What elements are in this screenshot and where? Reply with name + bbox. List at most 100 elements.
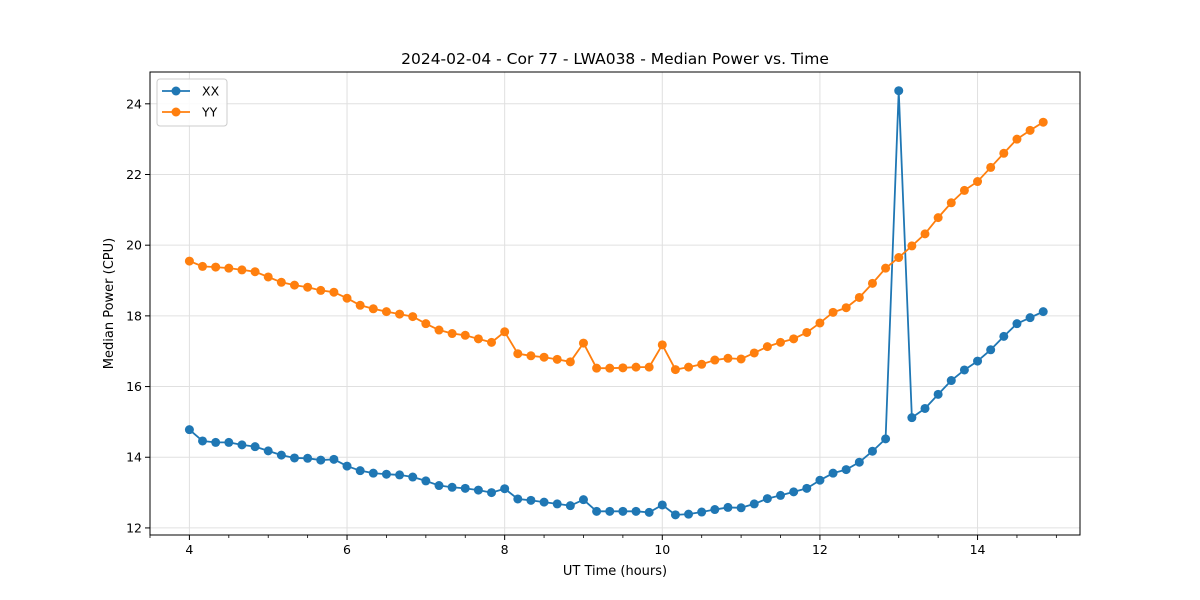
data-point-xx — [460, 483, 470, 493]
legend-marker — [171, 107, 181, 117]
data-point-xx — [736, 503, 746, 513]
data-point-yy — [368, 304, 378, 314]
y-tick-label: 22 — [126, 167, 142, 182]
data-point-xx — [802, 483, 812, 493]
data-point-yy — [487, 337, 497, 347]
data-point-yy — [841, 303, 851, 313]
x-tick-label: 10 — [654, 542, 670, 557]
series-layer — [184, 86, 1048, 520]
data-point-xx — [250, 442, 260, 452]
legend-label: YY — [201, 105, 218, 120]
data-point-xx — [592, 506, 602, 516]
x-axis-label: UT Time (hours) — [563, 564, 667, 579]
data-point-yy — [184, 256, 194, 266]
data-point-yy — [211, 262, 221, 272]
data-point-yy — [697, 359, 707, 369]
legend: XX YY — [156, 78, 228, 127]
data-point-xx — [986, 345, 996, 355]
data-point-xx — [316, 455, 326, 465]
data-point-xx — [237, 440, 247, 450]
data-point-yy — [723, 353, 733, 363]
data-point-xx — [329, 454, 339, 464]
data-point-yy — [710, 355, 720, 365]
data-point-xx — [815, 475, 825, 485]
data-point-xx — [421, 476, 431, 486]
y-tick-label: 18 — [126, 308, 142, 323]
data-point-yy — [986, 162, 996, 172]
data-point-xx — [867, 446, 877, 456]
data-point-xx — [355, 466, 365, 476]
data-point-xx — [946, 376, 956, 386]
data-point-yy — [749, 348, 759, 358]
legend-item-xx: XX — [162, 84, 220, 99]
data-point-xx — [1038, 307, 1048, 317]
y-axis: 12 14 16 18 20 22 24 — [126, 96, 150, 535]
data-point-xx — [565, 501, 575, 511]
data-point-yy — [1025, 125, 1035, 135]
data-point-xx — [657, 500, 667, 510]
data-point-xx — [710, 505, 720, 515]
data-point-xx — [473, 485, 483, 495]
plot-frame — [149, 71, 1081, 536]
data-point-yy — [316, 285, 326, 295]
data-point-yy — [342, 293, 352, 303]
data-point-yy — [854, 292, 864, 302]
legend-item-yy: YY — [162, 105, 218, 120]
data-point-yy — [657, 340, 667, 350]
data-point-xx — [894, 86, 904, 96]
data-point-yy — [381, 307, 391, 317]
data-point-yy — [894, 253, 904, 263]
data-point-xx — [828, 468, 838, 478]
x-tick-label: 4 — [185, 542, 193, 557]
data-point-yy — [605, 363, 615, 373]
data-point-yy — [736, 354, 746, 364]
data-point-xx — [500, 484, 510, 494]
data-point-yy — [526, 351, 536, 361]
data-point-xx — [1025, 313, 1035, 323]
data-point-yy — [408, 312, 418, 322]
data-point-yy — [276, 277, 286, 287]
data-point-xx — [618, 506, 628, 516]
data-point-xx — [211, 437, 221, 447]
data-point-xx — [408, 472, 418, 482]
data-point-xx — [920, 403, 930, 413]
x-tick-label: 8 — [501, 542, 509, 557]
legend-label: XX — [202, 84, 220, 99]
data-point-xx — [697, 507, 707, 517]
data-point-yy — [355, 300, 365, 310]
data-point-yy — [565, 357, 575, 367]
data-point-yy — [395, 309, 405, 319]
data-point-yy — [578, 338, 588, 348]
data-point-yy — [618, 363, 628, 373]
data-point-yy — [815, 318, 825, 328]
data-point-xx — [526, 495, 536, 505]
data-point-yy — [920, 229, 930, 239]
x-axis: 4 6 8 10 12 14 — [149, 535, 1057, 557]
y-tick-label: 20 — [126, 238, 142, 253]
data-point-xx — [368, 468, 378, 478]
data-point-xx — [907, 413, 917, 423]
data-point-yy — [881, 263, 891, 273]
chart-title: 2024-02-04 - Cor 77 - LWA038 - Median Po… — [401, 50, 829, 68]
data-point-xx — [434, 481, 444, 491]
data-point-yy — [959, 185, 969, 195]
data-point-yy — [224, 263, 234, 273]
y-tick-label: 14 — [126, 450, 142, 465]
data-point-yy — [303, 282, 313, 292]
y-tick-label: 12 — [126, 520, 142, 535]
data-point-xx — [881, 434, 891, 444]
data-point-xx — [487, 488, 497, 498]
data-point-yy — [933, 213, 943, 223]
data-point-yy — [434, 325, 444, 335]
data-point-xx — [539, 497, 549, 507]
data-point-yy — [946, 198, 956, 208]
data-point-xx — [723, 502, 733, 512]
x-tick-label: 12 — [812, 542, 828, 557]
data-point-yy — [500, 327, 510, 337]
data-point-yy — [776, 337, 786, 347]
data-point-xx — [224, 437, 234, 447]
data-point-yy — [513, 349, 523, 359]
data-point-yy — [329, 287, 339, 297]
data-point-xx — [959, 365, 969, 375]
